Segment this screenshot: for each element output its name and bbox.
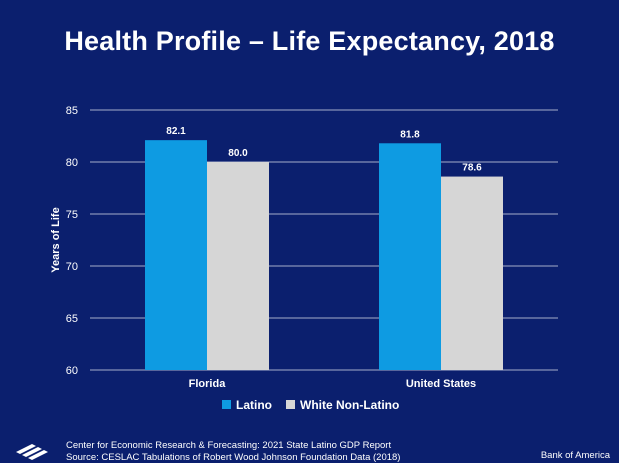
bar (441, 176, 503, 370)
legend-swatch (222, 400, 231, 409)
x-category-label: Florida (189, 378, 227, 390)
legend-swatch (286, 400, 295, 409)
bank-of-america-flag-icon (16, 444, 48, 460)
data-label: 80.0 (228, 148, 248, 159)
legend-label: Latino (236, 398, 272, 412)
slide-title: Health Profile – Life Expectancy, 2018 (64, 26, 555, 56)
y-tick-label: 65 (66, 313, 78, 325)
y-tick-label: 80 (66, 157, 78, 169)
footer-line-2: Source: CESLAC Tabulations of Robert Woo… (66, 452, 401, 463)
bar (379, 143, 441, 370)
data-label: 82.1 (166, 126, 186, 137)
data-label: 78.6 (462, 163, 482, 174)
x-category-label: United States (406, 378, 476, 390)
y-tick-label: 85 (66, 105, 78, 117)
y-tick-label: 75 (66, 209, 78, 221)
legend-label: White Non-Latino (300, 398, 399, 412)
data-label: 81.8 (400, 129, 420, 140)
y-tick-label: 70 (66, 261, 78, 273)
bar (207, 162, 269, 370)
y-tick-label: 60 (66, 365, 78, 377)
brand-label: Bank of America (540, 450, 610, 461)
bar (145, 140, 207, 370)
y-axis-label: Years of Life (50, 207, 62, 272)
footer-line-1: Center for Economic Research & Forecasti… (66, 440, 392, 451)
footer-source: Center for Economic Research & Forecasti… (66, 440, 400, 464)
